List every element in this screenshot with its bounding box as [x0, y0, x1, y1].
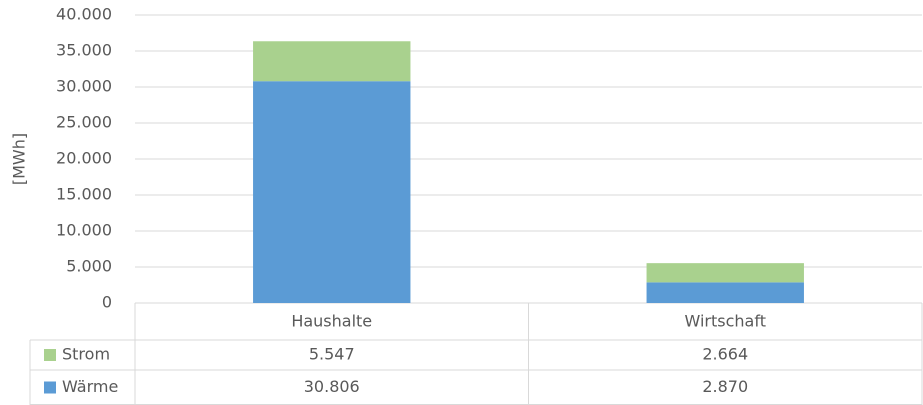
- y-tick-label: 15.000: [56, 185, 112, 204]
- y-tick-label: 30.000: [56, 77, 112, 96]
- y-tick-label: 0: [102, 293, 112, 312]
- x-tick-label: Haushalte: [291, 312, 372, 331]
- x-tick-label: Wirtschaft: [685, 312, 766, 331]
- bar-segment: [646, 282, 804, 303]
- y-axis-label: [MWh]: [10, 133, 29, 185]
- bar-segment: [253, 41, 411, 82]
- legend-label: Strom: [62, 345, 110, 364]
- y-tick-label: 20.000: [56, 149, 112, 168]
- table-value: 5.547: [309, 345, 355, 364]
- y-tick-label: 40.000: [56, 5, 112, 24]
- bar-segment: [253, 81, 411, 303]
- legend-swatch: [44, 381, 56, 394]
- legend-swatch: [44, 349, 56, 361]
- bar-segment: [646, 263, 804, 283]
- table-value: 2.664: [702, 345, 748, 364]
- legend-label: Wärme: [62, 377, 118, 396]
- y-tick-label: 25.000: [56, 113, 112, 132]
- table-value: 2.870: [702, 377, 748, 396]
- table-value: 30.806: [304, 377, 360, 396]
- y-tick-label: 35.000: [56, 41, 112, 60]
- y-tick-label: 10.000: [56, 221, 112, 240]
- y-tick-label: 5.000: [66, 257, 112, 276]
